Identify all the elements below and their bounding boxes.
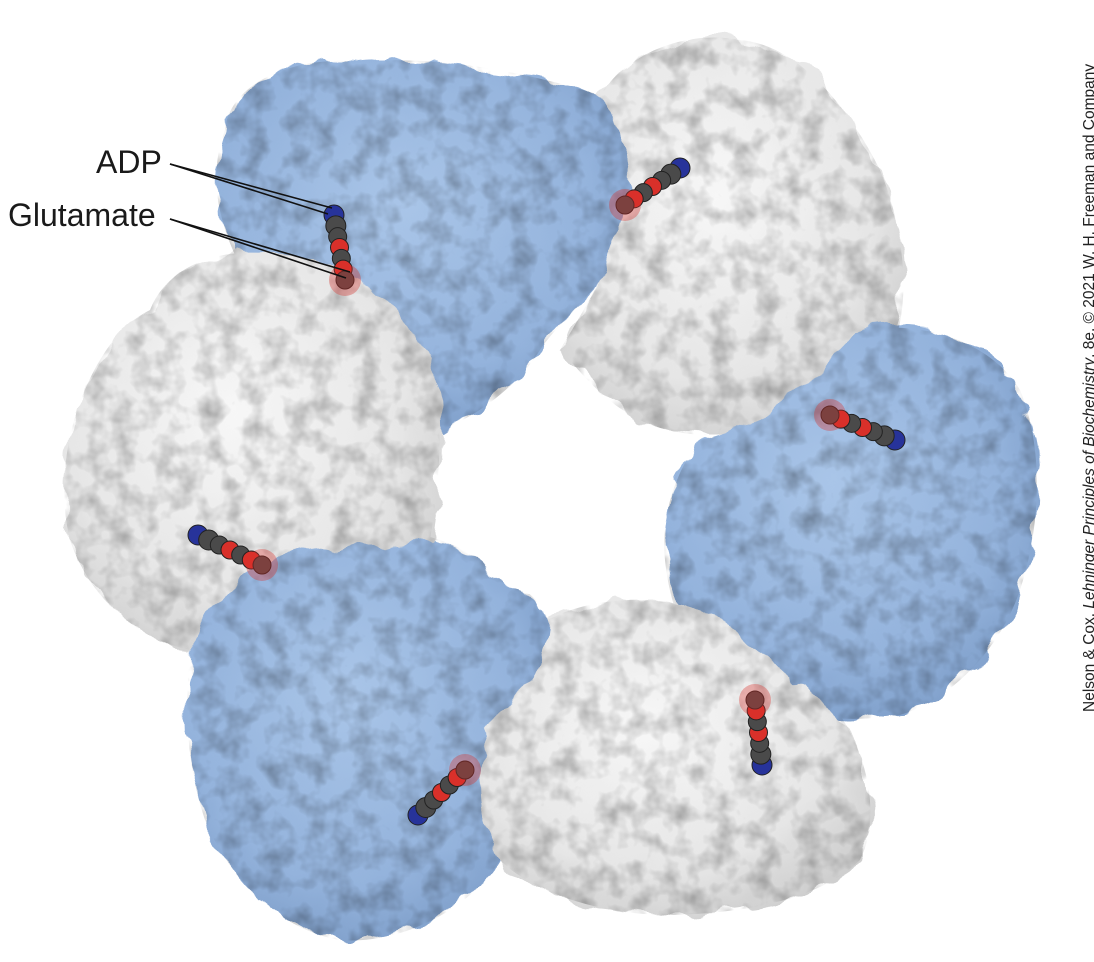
glutamate-glow	[739, 684, 771, 716]
copyright-credit: Nelson & Cox, Lehninger Principles of Bi…	[1081, 63, 1094, 712]
glutamate-sphere	[615, 195, 635, 215]
glutamate-glow	[814, 399, 846, 431]
glutamate-glow	[609, 189, 641, 221]
credit-suffix: , 8e, © 2021 W. H. Freeman and Company	[1081, 63, 1094, 358]
central-pore	[456, 409, 650, 594]
ligand-sites	[187, 157, 906, 826]
glutamate-label: Glutamate	[8, 197, 156, 233]
glutamate-sphere	[745, 690, 765, 710]
glutamate-glow	[246, 549, 278, 581]
ligand-site	[609, 157, 691, 221]
adp-label: ADP	[96, 144, 162, 180]
adp-leader-line-outer	[169, 163, 329, 215]
credit-prefix: Nelson & Cox,	[1081, 612, 1094, 712]
credit-book-title: Lehninger Principles of Biochemistry	[1081, 357, 1094, 609]
ligand-site	[814, 399, 906, 451]
ligand-site	[739, 684, 773, 776]
surface-shading	[64, 37, 1037, 941]
glutamate-leader-line-outer	[169, 218, 347, 279]
ligand-site	[407, 754, 481, 826]
adp-leader-line-inner	[169, 163, 333, 209]
glutamate-sphere	[252, 555, 272, 575]
ligand-site	[323, 204, 361, 296]
glutamate-sphere	[455, 760, 475, 780]
ligand-site	[187, 524, 278, 581]
glutamate-sphere	[820, 405, 840, 425]
glutamate-leader-line-inner	[169, 218, 351, 273]
leader-lines	[169, 163, 351, 279]
glutamate-glow	[449, 754, 481, 786]
glutamate-glow	[329, 264, 361, 296]
